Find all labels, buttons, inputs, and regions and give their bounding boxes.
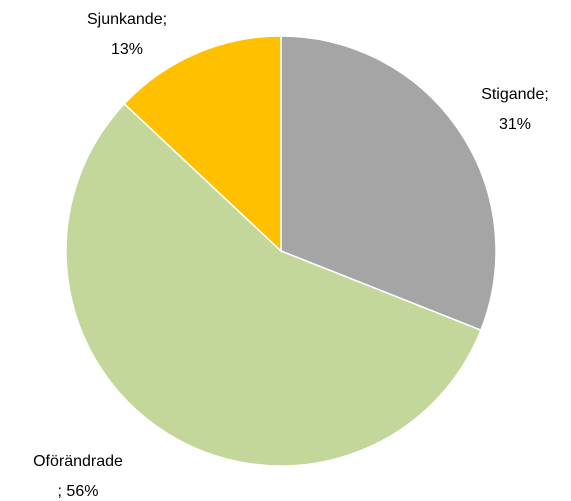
pie-slice bbox=[280, 35, 497, 332]
pie-slice bbox=[123, 35, 282, 253]
slice-label: Sjunkande; bbox=[87, 11, 167, 28]
slice-value-label: 13% bbox=[111, 41, 143, 58]
slice-label: Stigande; bbox=[481, 86, 549, 103]
slice-label: Oförändrade bbox=[33, 453, 123, 470]
slice-value-label: ; 56% bbox=[58, 483, 99, 500]
pie-slice bbox=[65, 102, 482, 467]
slice-value-label: 31% bbox=[499, 116, 531, 133]
